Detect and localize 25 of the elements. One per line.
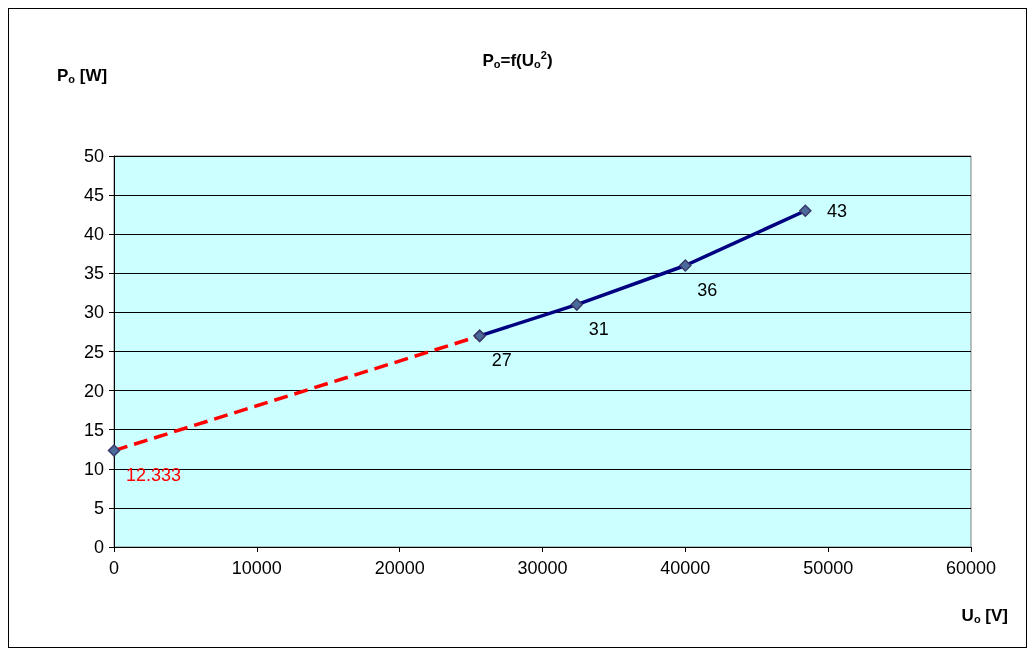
y-tick-label: 40	[83, 224, 104, 245]
x-tick-label: 60000	[945, 558, 997, 578]
y-tick-label: 45	[83, 185, 104, 206]
y-tick-label: 15	[83, 419, 104, 440]
y-tick-label: 50	[83, 146, 104, 166]
x-tick-label: 40000	[660, 558, 711, 578]
y-tick-label: 5	[93, 497, 104, 518]
data-label: 36	[697, 279, 718, 300]
y-tick-label: 10	[83, 458, 104, 479]
data-label: 27	[491, 350, 512, 371]
x-tick-label: 20000	[374, 558, 425, 578]
y-tick-label: 30	[83, 302, 104, 323]
x-tick-label: 10000	[231, 558, 282, 578]
x-axis-title: Uo [V]	[961, 606, 1009, 625]
y-tick-label: 0	[93, 537, 104, 557]
y-tick-label: 35	[83, 263, 104, 284]
data-label: 31	[588, 318, 609, 339]
y-tick-label: 25	[83, 341, 104, 362]
y-axis-title: Po [W]	[57, 66, 108, 85]
data-label: 43	[827, 200, 848, 221]
x-tick-label: 30000	[517, 558, 568, 578]
data-label: 12.333	[126, 464, 182, 485]
x-tick-label: 50000	[803, 558, 854, 578]
x-tick-label: 0	[108, 558, 120, 578]
y-tick-label: 20	[83, 380, 104, 401]
